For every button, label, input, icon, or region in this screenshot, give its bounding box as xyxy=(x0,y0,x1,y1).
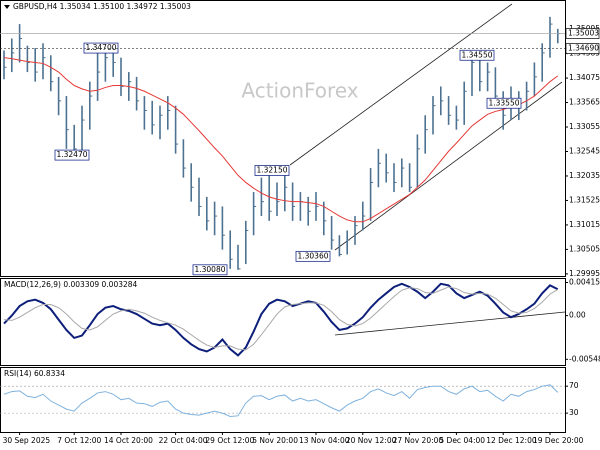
x-tick-label: 14 Oct 20:00 xyxy=(104,436,153,445)
x-tick-label: 22 Oct 04:00 xyxy=(159,436,208,445)
x-tick-label: 5 Nov 20:00 xyxy=(252,436,298,445)
annotation-label: 1.32470 xyxy=(56,150,87,159)
macd-trendline xyxy=(334,311,566,336)
y-tick-label: 0.004159 xyxy=(569,278,600,287)
indicator-line xyxy=(3,282,559,357)
y-tick-label: 1.32545 xyxy=(569,146,600,155)
y-tick-label: 1.29995 xyxy=(569,269,600,278)
y-tick-label: 1.33055 xyxy=(569,122,600,131)
x-tick-label: 7 Oct 12:00 xyxy=(57,436,101,445)
y-tick-label: 30 xyxy=(569,408,579,417)
x-tick-label: 13 Nov 04:00 xyxy=(299,436,350,445)
y-tick-label: 70 xyxy=(569,381,579,390)
watermark: ActionForex xyxy=(241,79,358,103)
y-tick-label: 0.00 xyxy=(569,311,586,320)
x-tick-label: 12 Dec 12:00 xyxy=(486,436,537,445)
rsi-title: RSI(14) 60.8334 xyxy=(4,369,65,378)
indicator-line xyxy=(3,384,559,418)
y-tick-label: 1.31015 xyxy=(569,220,600,229)
price-label: 1.34690 xyxy=(568,44,599,53)
price-box xyxy=(565,43,600,54)
annotation-label: 1.30080 xyxy=(194,265,225,274)
annotation-box xyxy=(54,149,90,161)
x-tick-label: 5 Dec 04:00 xyxy=(439,436,485,445)
x-tick-label: 27 Nov 20:00 xyxy=(393,436,444,445)
x-tick-label: 20 Nov 12:00 xyxy=(346,436,397,445)
channel-upper xyxy=(289,3,513,166)
indicator-line xyxy=(3,286,559,351)
annotation-box xyxy=(295,250,331,262)
y-tick-label: -0.005485 xyxy=(569,354,600,363)
annotation-box xyxy=(83,42,119,54)
annotation-box xyxy=(254,165,290,176)
annotation-label: 1.32150 xyxy=(256,165,287,174)
annotation-box xyxy=(486,97,522,109)
annotation-box xyxy=(459,49,495,61)
x-tick-label: 19 Dec 20:00 xyxy=(533,436,584,445)
price-label: 1.35003 xyxy=(568,29,599,38)
annotation-label: 1.30360 xyxy=(297,251,328,260)
annotation-label: 1.34700 xyxy=(85,43,116,52)
x-tick-label: 29 Oct 12:00 xyxy=(205,436,254,445)
y-tick-label: 1.32035 xyxy=(569,171,600,180)
plot-layer: 1.350951.345851.340751.335651.330551.325… xyxy=(0,16,600,445)
price-panel xyxy=(0,0,566,277)
channel-lower xyxy=(334,81,563,251)
y-tick-label: 1.33565 xyxy=(569,98,600,107)
annotation-label: 1.33550 xyxy=(488,98,519,107)
symbol-icon xyxy=(4,5,10,9)
price-box xyxy=(565,28,600,39)
annotation-box xyxy=(192,264,228,276)
moving-average xyxy=(3,57,559,223)
macd-panel xyxy=(0,278,566,366)
chart-title: GBPUSD,H4 1.35034 1.35100 1.34972 1.3500… xyxy=(13,2,191,11)
rsi-panel xyxy=(0,367,566,433)
annotation-label: 1.34550 xyxy=(461,50,492,59)
y-tick-label: 1.34075 xyxy=(569,73,600,82)
y-tick-label: 1.30505 xyxy=(569,244,600,253)
macd-title: MACD(12,26,9) 0.003309 0.003284 xyxy=(4,280,138,289)
x-tick-label: 30 Sep 2025 xyxy=(3,436,51,445)
y-tick-label: 1.31525 xyxy=(569,195,600,204)
